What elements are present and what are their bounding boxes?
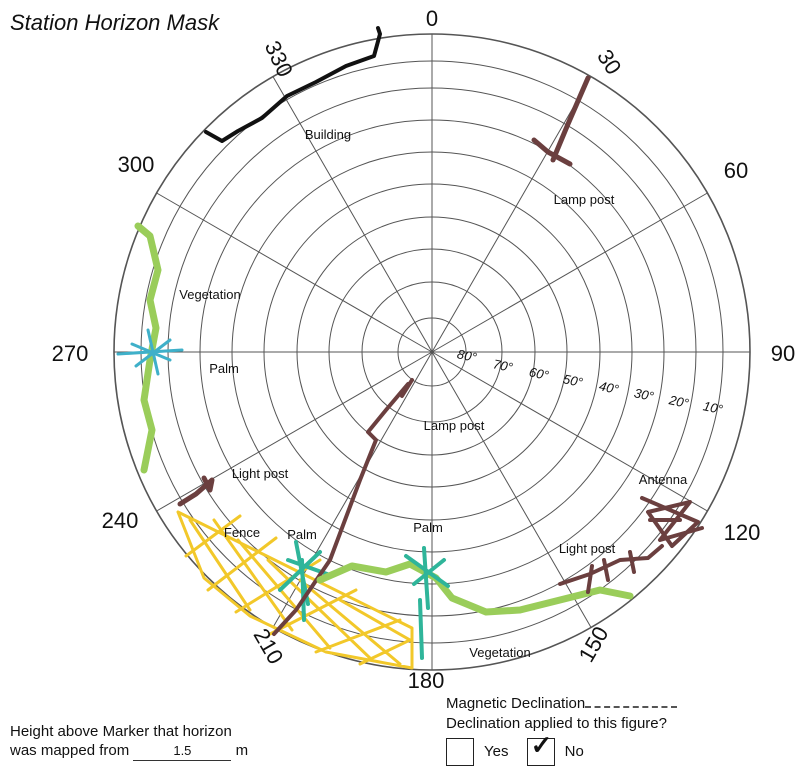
obstruction-label: Lamp post (424, 418, 485, 433)
light-post-west-mark (177, 475, 215, 507)
palm-south-mark (404, 546, 450, 660)
fence-mark (176, 510, 414, 670)
check-mark-icon: ✓ (530, 730, 553, 760)
azimuth-spoke (431, 192, 708, 353)
vegetation-south-mark (316, 560, 634, 616)
azimuth-label-90: 90 (771, 341, 795, 366)
lamp-post-ne-mark (531, 75, 591, 167)
obstruction-label: Palm (413, 520, 443, 535)
azimuth-label-0: 0 (426, 6, 438, 31)
azimuth-label-120: 120 (724, 520, 761, 545)
elevation-label: 20° (667, 392, 690, 411)
height-value-field[interactable]: 1.5 (133, 741, 232, 761)
building-mark (204, 26, 382, 143)
azimuth-spoke (272, 76, 433, 353)
yes-checkbox[interactable] (446, 738, 474, 766)
azimuth-label-300: 300 (118, 152, 155, 177)
vegetation-west-mark (134, 222, 162, 474)
option-no[interactable]: ✓ No (526, 730, 584, 766)
declination-section: Magnetic Declination Declination applied… (446, 694, 678, 772)
azimuth-label-180: 180 (408, 668, 445, 693)
azimuth-spoke (431, 76, 592, 353)
obstruction-label: Light post (232, 466, 289, 481)
no-label: No (564, 743, 584, 760)
obstruction-label: Palm (209, 361, 239, 376)
option-yes[interactable]: Yes (446, 738, 508, 766)
azimuth-label-60: 60 (724, 158, 748, 183)
declination-applied-question: Declination applied to this figure? (446, 715, 667, 732)
obstruction-label: Vegetation (179, 287, 240, 302)
height-label-line2: was mapped from (10, 742, 130, 759)
obstruction-label: Palm (287, 527, 317, 542)
elevation-label: 70° (492, 356, 514, 375)
light-post-se-mark (558, 544, 664, 594)
magnetic-declination-label: Magnetic Declination (446, 695, 586, 712)
azimuth-label-330: 330 (260, 37, 298, 81)
elevation-label: 40° (598, 378, 620, 397)
lamp-post-center-mark (272, 378, 414, 636)
obstruction-label: Vegetation (469, 645, 530, 660)
obstruction-label: Lamp post (554, 192, 615, 207)
obstruction-label: Building (305, 127, 351, 142)
elevation-label: 80° (456, 346, 478, 365)
azimuth-spoke (156, 192, 433, 353)
obstruction-marks (116, 26, 704, 670)
elevation-label: 10° (702, 398, 724, 417)
figure-title: Station Horizon Mask (10, 10, 220, 35)
obstruction-label: Fence (224, 525, 260, 540)
azimuth-spoke (431, 351, 708, 512)
height-unit: m (235, 742, 249, 759)
magnetic-declination-field[interactable] (585, 696, 678, 708)
yes-label: Yes (484, 743, 509, 760)
elevation-label: 30° (633, 385, 655, 404)
no-checkbox[interactable]: ✓ (526, 730, 555, 766)
antenna-mark (640, 496, 704, 548)
height-above-marker: Height above Marker that horizon was map… (10, 722, 248, 761)
azimuth-label-150: 150 (573, 622, 613, 666)
azimuth-label-270: 270 (52, 341, 89, 366)
obstruction-label: Light post (559, 541, 616, 556)
azimuth-spoke (431, 351, 592, 628)
elevation-label: 60° (528, 364, 550, 383)
palm-west-mark (116, 328, 184, 376)
obstruction-label: Antenna (639, 472, 688, 487)
palm-sw-mark (278, 540, 332, 622)
height-label-line1: Height above Marker that horizon (10, 723, 232, 740)
elevation-label: 50° (562, 371, 584, 390)
azimuth-spoke (156, 351, 433, 512)
azimuth-label-240: 240 (102, 508, 139, 533)
azimuth-label-30: 30 (592, 45, 626, 79)
